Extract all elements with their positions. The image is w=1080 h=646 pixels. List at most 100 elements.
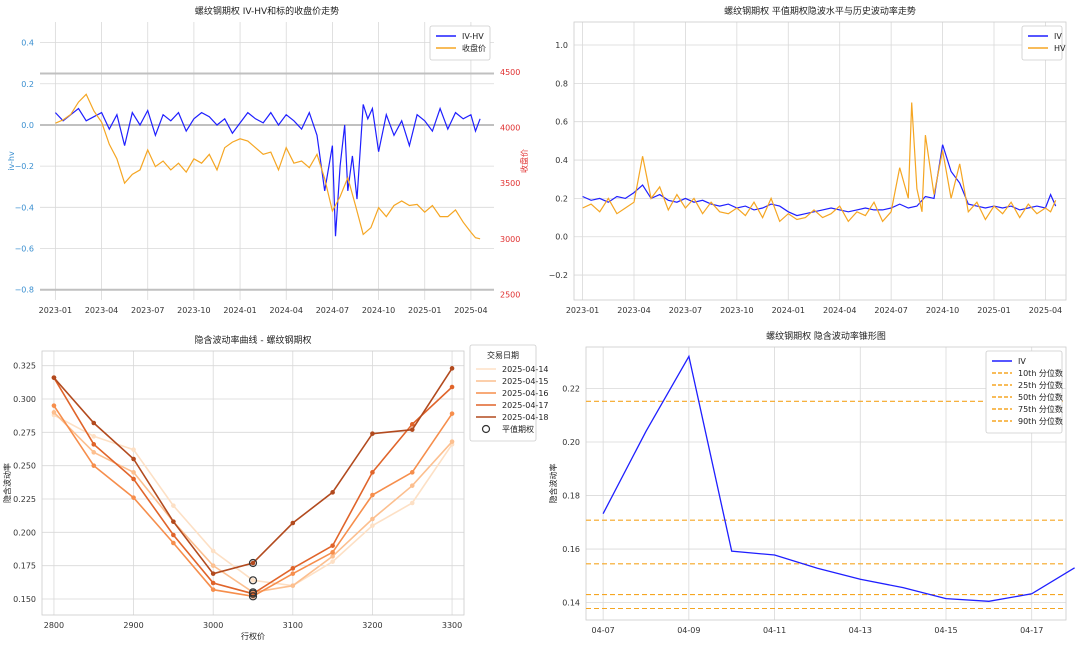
x-tick-label: 2024-10	[926, 306, 959, 315]
x-tick-label: 2023-01	[39, 306, 72, 315]
smile-point	[171, 519, 176, 524]
chart-title: 隐含波动率曲线 - 螺纹钢期权	[195, 334, 312, 346]
x-axis-label: 行权价	[241, 631, 265, 641]
smile-point	[449, 384, 455, 390]
legend-label: 75th 分位数	[1018, 404, 1063, 414]
legend-label: 平值期权	[502, 424, 534, 434]
smile-point	[370, 431, 375, 436]
smile-point	[290, 520, 296, 526]
legend-label: 2025-04-17	[502, 401, 549, 410]
smile-point	[370, 470, 375, 475]
smile-point	[210, 571, 216, 576]
legend-marker	[481, 424, 491, 434]
x-tick-label: 04-15	[934, 626, 957, 635]
y-axis-label: 隐含波动率	[2, 463, 12, 503]
legend-box	[429, 25, 491, 61]
x-tick-label: 2025-04	[1029, 306, 1062, 315]
legend-label: 2025-04-18	[502, 413, 549, 422]
y-tick-label: 0.22	[562, 384, 580, 393]
series-line-ivhv	[54, 104, 481, 237]
smile-point	[290, 571, 296, 576]
legend-label: 50th 分位数	[1018, 392, 1063, 402]
x-tick-label: 04-11	[763, 626, 786, 635]
smile-point	[330, 559, 335, 564]
smile-point	[250, 578, 256, 583]
smile-point	[330, 550, 335, 555]
legend-label: 2025-04-16	[502, 389, 549, 398]
smile-point	[51, 403, 57, 408]
chart-title: 螺纹钢期权 IV-HV和标的收盘价走势	[195, 5, 339, 17]
x-tick-label: 04-09	[677, 626, 700, 635]
x-tick-label: 2025-01	[408, 306, 441, 315]
legend-label: 2025-04-14	[502, 365, 549, 374]
y-tick-label: 0.8	[555, 79, 568, 88]
x-tick-label: 2800	[44, 621, 64, 630]
x-tick-label: 2025-01	[977, 306, 1010, 315]
legend-label: IV	[1018, 357, 1026, 366]
plot-frame	[585, 346, 1067, 621]
smile-point	[131, 495, 136, 500]
smile-point	[449, 439, 455, 444]
x-tick-label: 3100	[283, 621, 303, 630]
y-tick-label: 0.200	[13, 528, 36, 537]
series-line-hv	[582, 102, 1057, 223]
x-tick-label: 2025-04	[454, 306, 487, 315]
y-right-tick-label: 3500	[500, 179, 520, 188]
y-tick-label: 0.20	[562, 438, 580, 447]
y-tick-label: 0.2	[21, 80, 34, 89]
x-tick-label: 2024-01	[772, 306, 805, 315]
x-tick-label: 2024-04	[270, 306, 303, 315]
series-line-iv	[602, 354, 1075, 602]
smile-point	[91, 442, 97, 447]
x-tick-label: 2023-01	[566, 306, 599, 315]
smile-point	[91, 450, 97, 455]
smile-point	[131, 447, 136, 452]
smile-point	[449, 411, 455, 416]
smile-point	[409, 470, 415, 475]
smile-point	[91, 420, 97, 426]
plot-frame	[41, 350, 465, 616]
chart-ivhv: 0.4 0.2 0.0 −0.2 −0.4 −0.6 −0.8 2023-01 2023-04 2…	[7, 5, 529, 315]
smile-point	[91, 434, 97, 439]
x-tick-label: 2023-07	[131, 306, 164, 315]
x-tick-label: 3000	[203, 621, 223, 630]
smile-point	[330, 554, 335, 559]
y-tick-label: 0.0	[555, 233, 568, 242]
atm-marker	[248, 558, 258, 568]
smile-point	[131, 470, 136, 475]
chart-title: 螺纹钢期权 隐含波动率锥形图	[766, 330, 886, 342]
legend-box	[1021, 25, 1063, 61]
smile-point	[210, 580, 216, 586]
y-tick-label: 0.6	[555, 118, 568, 127]
y-tick-label: −0.4	[15, 203, 34, 212]
chart-title: 螺纹钢期权 平值期权隐波水平与历史波动率走势	[724, 5, 916, 17]
smile-point	[131, 456, 136, 462]
x-tick-label: 2024-07	[874, 306, 907, 315]
x-tick-label: 3200	[362, 621, 382, 630]
smile-point	[370, 492, 375, 498]
legend-title: 交易日期	[487, 350, 519, 360]
smile-line	[53, 405, 453, 598]
smile-point	[171, 503, 176, 508]
y-tick-label: −0.6	[15, 245, 34, 254]
y-tick-label: 0.4	[555, 156, 568, 165]
atm-marker	[248, 592, 258, 601]
chart-iv-hv-level: 1.0 0.8 0.6 0.4 0.2 0.0 −0.2 2023-01 2023-04 2023…	[549, 5, 1067, 315]
x-tick-label: 2023-10	[720, 306, 753, 315]
y-tick-label: 0.225	[13, 495, 36, 504]
smile-point	[250, 560, 256, 566]
x-tick-label: 3300	[442, 621, 462, 630]
plot-frame	[573, 21, 1067, 301]
y-tick-label: 0.2	[555, 194, 568, 203]
smile-point	[51, 375, 57, 380]
smile-point	[210, 548, 216, 554]
smile-point	[290, 583, 296, 588]
y-tick-label: 0.14	[562, 599, 580, 608]
legend-label: 90th 分位数	[1018, 416, 1063, 426]
smile-point	[210, 587, 216, 592]
x-tick-label: 04-17	[1020, 626, 1043, 635]
legend-box	[985, 350, 1063, 434]
smile-point	[330, 490, 335, 495]
y-right-tick-label: 2500	[500, 290, 520, 299]
